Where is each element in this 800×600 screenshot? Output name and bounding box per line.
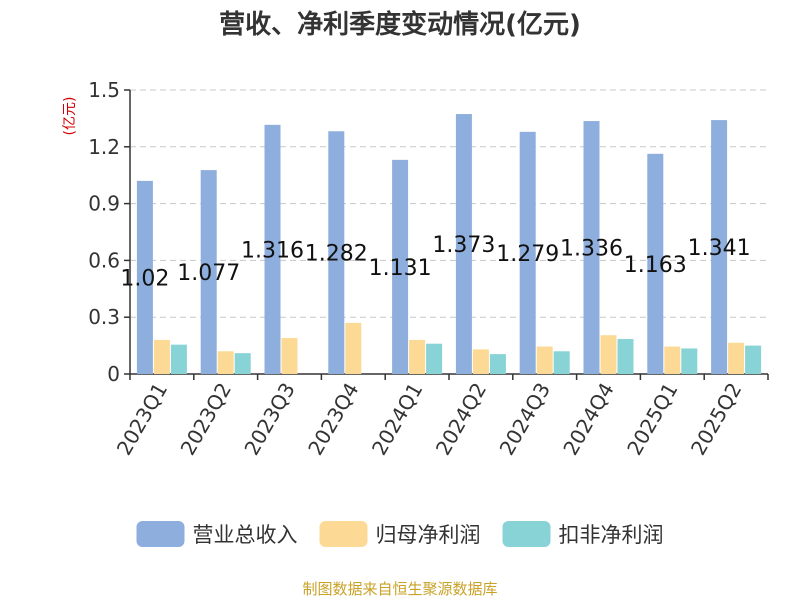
- x-tick-label: 2023Q2: [176, 379, 236, 460]
- source-note: 制图数据来自恒生聚源数据库: [302, 580, 498, 598]
- bar-营业总收入-2023Q3[interactable]: [264, 124, 281, 374]
- data-label: 1.373: [432, 233, 495, 258]
- legend-label: 扣非净利润: [559, 523, 664, 547]
- data-label: 1.02: [120, 266, 169, 291]
- bar-扣非净利润-2025Q2[interactable]: [745, 345, 762, 374]
- data-label: 1.336: [560, 237, 623, 262]
- y-tick-label: 1.2: [88, 135, 120, 159]
- bar-扣非净利润-2023Q1[interactable]: [170, 344, 187, 374]
- y-axis-label: (亿元): [62, 97, 78, 136]
- legend-item-扣非净利润[interactable]: 扣非净利润: [502, 521, 664, 547]
- bar-营业总收入-2023Q4[interactable]: [328, 131, 345, 374]
- bar-营业总收入-2025Q2[interactable]: [711, 120, 728, 374]
- bar-归母净利润-2024Q3[interactable]: [536, 346, 553, 374]
- bar-归母净利润-2023Q2[interactable]: [217, 351, 234, 374]
- bar-归母净利润-2024Q4[interactable]: [600, 335, 617, 374]
- legend-label: 营业总收入: [193, 523, 298, 547]
- bar-归母净利润-2025Q2[interactable]: [728, 342, 745, 374]
- x-tick-label: 2024Q2: [431, 379, 491, 460]
- y-tick-label: 0.3: [88, 305, 120, 329]
- bar-归母净利润-2024Q2[interactable]: [472, 349, 489, 374]
- y-tick-label: 0.9: [88, 192, 120, 216]
- bar-扣非净利润-2024Q2[interactable]: [489, 354, 506, 374]
- x-tick-label: 2023Q1: [112, 379, 172, 460]
- data-label: 1.316: [241, 238, 304, 263]
- x-tick-label: 2024Q1: [367, 379, 427, 460]
- x-tick-label: 2023Q3: [239, 379, 299, 460]
- legend-item-营业总收入[interactable]: 营业总收入: [136, 521, 298, 547]
- bar-扣非净利润-2024Q4[interactable]: [617, 338, 634, 374]
- bar-归母净利润-2023Q1[interactable]: [153, 339, 170, 374]
- y-tick-label: 0: [107, 362, 120, 386]
- bar-归母净利润-2023Q3[interactable]: [281, 338, 298, 374]
- legend-item-归母净利润[interactable]: 归母净利润: [319, 521, 481, 547]
- bar-营业总收入-2024Q2[interactable]: [455, 114, 472, 374]
- chart-title: 营收、净利季度变动情况(亿元): [219, 10, 581, 40]
- bar-营业总收入-2024Q3[interactable]: [519, 131, 536, 374]
- bar-扣非净利润-2024Q3[interactable]: [553, 351, 570, 374]
- bar-营业总收入-2025Q1[interactable]: [647, 153, 664, 374]
- bar-营业总收入-2023Q1[interactable]: [136, 180, 153, 374]
- x-tick-label: 2025Q1: [622, 379, 682, 460]
- bar-扣非净利润-2025Q1[interactable]: [681, 348, 698, 374]
- bar-归母净利润-2024Q1[interactable]: [409, 339, 426, 374]
- bars: [136, 114, 762, 375]
- bar-归母净利润-2023Q4[interactable]: [345, 322, 362, 374]
- data-label: 1.077: [177, 261, 240, 286]
- x-tick-label: 2023Q4: [303, 379, 363, 460]
- y-tick-label: 1.5: [88, 78, 120, 102]
- bar-营业总收入-2023Q2[interactable]: [200, 170, 217, 374]
- legend-swatch: [319, 521, 368, 547]
- legend[interactable]: 营业总收入 归母净利润 扣非净利润: [136, 521, 664, 547]
- data-label: 1.279: [496, 242, 559, 267]
- data-label: 1.163: [624, 253, 687, 278]
- legend-swatch: [502, 521, 551, 547]
- bar-扣非净利润-2024Q1[interactable]: [426, 343, 443, 374]
- bar-营业总收入-2024Q1[interactable]: [392, 159, 409, 374]
- x-tick-label: 2024Q3: [495, 379, 555, 460]
- data-label: 1.131: [369, 256, 432, 281]
- bar-营业总收入-2024Q4[interactable]: [583, 121, 600, 375]
- data-label: 1.282: [305, 242, 368, 267]
- y-tick-label: 0.6: [88, 248, 120, 272]
- legend-swatch: [136, 521, 185, 547]
- bar-归母净利润-2025Q1[interactable]: [664, 346, 681, 374]
- x-tick-label: 2024Q4: [558, 379, 618, 460]
- legend-label: 归母净利润: [376, 523, 481, 547]
- bar-扣非净利润-2023Q2[interactable]: [234, 353, 251, 374]
- data-label: 1.341: [688, 236, 751, 261]
- x-tick-label: 2025Q2: [686, 379, 746, 460]
